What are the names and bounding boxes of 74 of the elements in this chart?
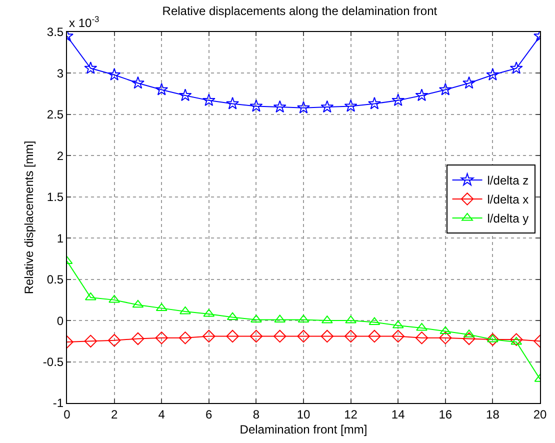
point <box>392 330 404 343</box>
text: x 10$^{-3}$ <box>69 14 100 30</box>
y-tick-label: 3 <box>56 66 64 80</box>
point <box>250 330 263 343</box>
point <box>510 61 523 74</box>
point <box>131 76 144 89</box>
point <box>297 330 310 343</box>
point <box>320 330 334 343</box>
point <box>486 68 500 80</box>
point <box>439 332 452 344</box>
y-tick-label: 2 <box>56 148 64 163</box>
point <box>415 88 428 102</box>
x-tick-label: 12 <box>344 407 358 422</box>
point <box>108 68 121 80</box>
point <box>250 99 263 112</box>
y-tick-label: 3.5 <box>46 25 64 40</box>
point <box>226 96 240 110</box>
point <box>202 94 216 106</box>
y-tick-label: -1 <box>52 396 64 410</box>
point <box>108 294 120 303</box>
point <box>155 332 168 344</box>
point <box>462 332 476 346</box>
point <box>178 332 192 344</box>
x-tick-label: 14 <box>391 407 406 422</box>
point <box>226 312 238 320</box>
point <box>510 336 522 345</box>
point <box>273 100 286 113</box>
x-tick-label: 2 <box>110 407 118 422</box>
point <box>392 94 405 106</box>
point <box>203 308 215 317</box>
point <box>510 333 523 346</box>
x-tick-label: 20 <box>533 407 547 422</box>
y-tick-label: 2.5 <box>46 108 64 122</box>
x-tick-label: 8 <box>252 407 260 422</box>
point <box>180 306 191 314</box>
x-tick-label: 4 <box>158 407 166 422</box>
point <box>440 326 452 334</box>
legend-label: l/delta y <box>487 212 529 226</box>
point <box>438 82 452 96</box>
y-tick-label: 1 <box>56 231 64 246</box>
y-axis-title: Relative displacements [mm] <box>22 140 36 294</box>
x-tick-label: 10 <box>296 407 310 422</box>
point <box>368 96 381 110</box>
point <box>486 333 500 346</box>
point <box>84 61 98 74</box>
point <box>416 322 428 331</box>
legend-label: l/delta x <box>487 192 529 207</box>
y-tick-label: 0 <box>56 314 64 328</box>
x-tick-label: 16 <box>438 407 452 422</box>
point <box>84 334 97 348</box>
point <box>132 300 144 308</box>
point <box>84 292 96 300</box>
point <box>108 334 121 347</box>
point <box>202 330 216 343</box>
point <box>155 82 168 96</box>
y-tick-label: -0.5 <box>42 354 64 369</box>
point <box>344 330 358 343</box>
point <box>320 100 334 113</box>
x-axis-title: Delamination front [mm] <box>240 422 368 436</box>
point <box>226 330 239 343</box>
point <box>178 88 192 102</box>
y-tick-label: 1.5 <box>46 190 64 204</box>
point <box>368 330 381 343</box>
chart-title: Relative displacements along the delamination front <box>162 4 438 18</box>
point <box>462 76 476 89</box>
point <box>132 332 144 346</box>
point <box>344 99 358 112</box>
point <box>415 332 428 344</box>
legend-label: l/delta z <box>487 174 529 188</box>
y-tick-label: 0.5 <box>46 272 64 287</box>
point <box>297 101 310 114</box>
x-tick-label: 18 <box>486 407 500 422</box>
x-tick-label: 6 <box>206 407 213 422</box>
point <box>274 330 286 343</box>
